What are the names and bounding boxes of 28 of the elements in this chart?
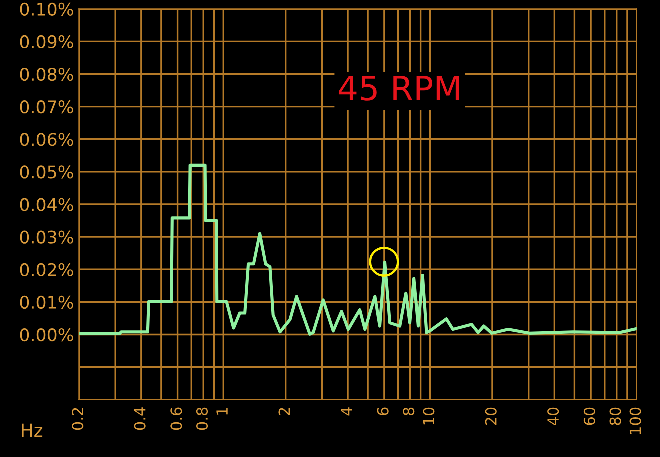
x-tick-label: 100 (630, 408, 642, 434)
annotation: 45 RPM (338, 76, 460, 101)
y-tick-label: 0.06% (20, 133, 74, 146)
x-tick-label: 80 (610, 408, 622, 426)
y-tick-label: 0.09% (20, 35, 74, 49)
x-tick-label: 20 (485, 408, 497, 426)
x-tick-label: 10 (423, 408, 435, 425)
x-tick-label: 0.4 (134, 408, 146, 430)
x-tick-label: 40 (548, 408, 560, 426)
y-tick-label: 0.00% (20, 328, 74, 342)
y-tick-label: 0.10% (20, 2, 74, 16)
y-tick-label: 0.01% (20, 296, 74, 310)
x-tick-label: 60 (584, 408, 596, 426)
x-tick-label: 8 (403, 408, 415, 416)
y-tick-label: 0.02% (20, 263, 74, 276)
x-tick-label: 4 (341, 408, 352, 416)
x-tick-label: 2 (278, 408, 290, 416)
x-tick-label: 0.8 (196, 408, 208, 430)
y-tick-label: 0.03% (20, 230, 74, 244)
y-tick-label: 0.08% (20, 68, 74, 82)
y-tick-label: 0.04% (20, 198, 74, 212)
x-tick-label: 1 (216, 408, 228, 415)
y-tick-label: 0.07% (20, 100, 74, 114)
y-tick-label: 0.05% (20, 166, 74, 179)
x-axis-title: Hz (22, 424, 43, 438)
x-tick-label: 0.6 (170, 408, 182, 430)
x-tick-label: 0.2 (72, 408, 84, 430)
x-tick-label: 6 (377, 408, 389, 416)
